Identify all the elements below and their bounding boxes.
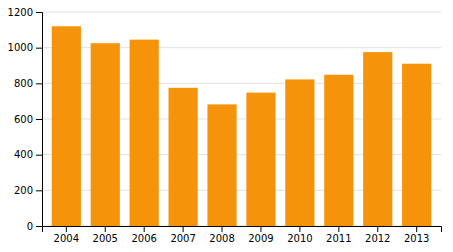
- x-tick-label: 2013: [404, 233, 429, 244]
- x-tick-mark: [222, 226, 223, 232]
- x-tick-mark: [338, 226, 339, 232]
- x-tick: 2004: [54, 226, 79, 244]
- x-tick: 2006: [131, 226, 156, 244]
- plot-area: 2004 2005 2006 2007 2008 2009 2010 2011 2012 2013…: [8, 7, 442, 244]
- bar: [169, 88, 198, 226]
- bar: [130, 40, 159, 226]
- x-tick-mark: [377, 226, 378, 232]
- x-tick-label: 2010: [287, 233, 312, 244]
- y-tick-label: 400: [14, 149, 33, 160]
- y-tick: 200: [14, 185, 42, 196]
- x-tick-label: 2012: [365, 233, 390, 244]
- bar: [52, 26, 81, 226]
- y-tick-label: 600: [14, 114, 33, 125]
- y-tick: 400: [14, 149, 42, 160]
- x-tick-mark: [299, 226, 300, 232]
- y-tick-mark: [36, 226, 42, 227]
- y-tick-label: 800: [14, 78, 33, 89]
- y-tick-label: 0: [27, 221, 33, 232]
- y-tick: 800: [14, 78, 42, 89]
- x-tick: 2011: [326, 226, 351, 244]
- y-tick-mark: [36, 190, 42, 191]
- x-tick: 2005: [93, 226, 118, 244]
- x-tick-label: 2011: [326, 233, 351, 244]
- bar: [207, 104, 236, 226]
- grid-line: [42, 12, 441, 13]
- bar: [246, 93, 275, 226]
- x-tick-mark: [105, 226, 106, 232]
- x-tick-mark: [260, 226, 261, 232]
- x-tick: 2008: [209, 226, 234, 244]
- x-axis: 2004 2005 2006 2007 2008 2009 2010 2011 2012 2013: [43, 226, 442, 244]
- y-tick-mark: [36, 155, 42, 156]
- x-tick: 2009: [248, 226, 273, 244]
- x-tick: 2010: [287, 226, 312, 244]
- x-tick-label: 2008: [209, 233, 234, 244]
- y-tick-label: 200: [14, 185, 33, 196]
- x-tick-label: 2004: [54, 233, 79, 244]
- bar: [91, 43, 120, 226]
- y-tick-mark: [36, 119, 42, 120]
- x-tick-label: 2005: [93, 233, 118, 244]
- chart-container: 2004 2005 2006 2007 2008 2009 2010 2011 2012 2013…: [0, 0, 453, 252]
- y-axis-line: [36, 13, 43, 227]
- x-tick-label: 2007: [170, 233, 195, 244]
- y-tick-label: 1200: [8, 7, 33, 18]
- y-tick: 1200: [8, 7, 42, 18]
- bar: [402, 64, 431, 226]
- x-tick-mark: [144, 226, 145, 232]
- x-tick-label: 2009: [248, 233, 273, 244]
- x-tick-mark: [416, 226, 417, 232]
- chart-svg: 2004 2005 2006 2007 2008 2009 2010 2011 2012 2013…: [0, 0, 453, 252]
- x-tick-mark: [66, 226, 67, 232]
- x-tick: 2012: [365, 226, 390, 244]
- y-tick: 1000: [8, 42, 42, 53]
- x-tick: 2007: [170, 226, 195, 244]
- x-tick-label: 2006: [131, 233, 156, 244]
- y-tick-label: 1000: [8, 42, 33, 53]
- y-tick-mark: [36, 12, 42, 13]
- x-tick: 2013: [404, 226, 429, 244]
- y-tick: 600: [14, 114, 42, 125]
- bars: [52, 26, 432, 226]
- y-tick: 0: [27, 221, 42, 232]
- grid: [42, 12, 441, 226]
- y-tick-mark: [36, 48, 42, 49]
- x-tick-mark: [183, 226, 184, 232]
- bar: [285, 79, 314, 226]
- bar: [363, 52, 392, 226]
- x-axis-line: [43, 227, 442, 233]
- y-tick-mark: [36, 83, 42, 84]
- y-axis: 0 200 400 600 800 1000 1200: [8, 7, 43, 232]
- bar: [324, 75, 353, 226]
